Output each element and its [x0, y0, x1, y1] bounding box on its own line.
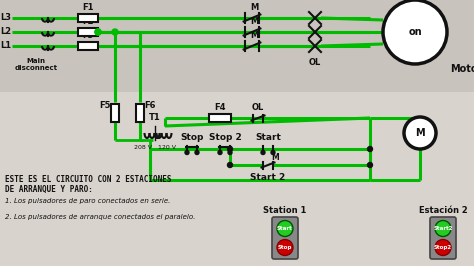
- Circle shape: [367, 163, 373, 168]
- Text: F3: F3: [82, 31, 94, 39]
- Bar: [209, 114, 231, 122]
- Bar: [111, 104, 119, 122]
- Circle shape: [435, 239, 451, 256]
- Text: M: M: [271, 152, 279, 161]
- Text: L3: L3: [0, 14, 11, 23]
- Text: Stop: Stop: [180, 132, 204, 142]
- Text: L2: L2: [0, 27, 11, 36]
- Text: Motor: Motor: [450, 64, 474, 74]
- FancyBboxPatch shape: [430, 217, 456, 259]
- Text: Main
disconnect: Main disconnect: [14, 58, 57, 71]
- Bar: [78, 28, 98, 36]
- Bar: [78, 42, 98, 50]
- Text: OL: OL: [309, 58, 321, 67]
- Text: Start 2: Start 2: [250, 172, 286, 181]
- Circle shape: [95, 29, 101, 35]
- Bar: [0, 92, 474, 266]
- Text: Stop 2: Stop 2: [209, 132, 241, 142]
- Text: Stop: Stop: [278, 245, 292, 250]
- Circle shape: [228, 163, 233, 168]
- Circle shape: [435, 221, 451, 236]
- Text: M: M: [415, 128, 425, 138]
- Text: on: on: [408, 27, 422, 37]
- Text: 208 V: 208 V: [134, 145, 152, 150]
- Text: Estación 2: Estación 2: [419, 206, 467, 215]
- Circle shape: [185, 151, 189, 155]
- Text: Start: Start: [277, 226, 293, 231]
- Text: M: M: [250, 2, 258, 11]
- Circle shape: [195, 151, 199, 155]
- Text: F4: F4: [214, 103, 226, 113]
- Bar: [78, 14, 98, 22]
- FancyBboxPatch shape: [272, 217, 298, 259]
- Circle shape: [277, 221, 293, 236]
- Text: M: M: [250, 31, 258, 39]
- Circle shape: [228, 151, 232, 155]
- Text: F5: F5: [99, 102, 111, 110]
- Circle shape: [112, 29, 118, 35]
- Text: Start: Start: [255, 132, 281, 142]
- Circle shape: [367, 147, 373, 152]
- Circle shape: [404, 117, 436, 149]
- Text: F2: F2: [82, 16, 94, 26]
- Text: Station 1: Station 1: [264, 206, 307, 215]
- Circle shape: [228, 147, 233, 152]
- Text: F6: F6: [144, 102, 156, 110]
- Text: F1: F1: [82, 2, 94, 11]
- Circle shape: [218, 151, 222, 155]
- Text: Stop2: Stop2: [434, 245, 452, 250]
- Text: 120 V: 120 V: [158, 145, 176, 150]
- Circle shape: [261, 151, 265, 155]
- Bar: [136, 104, 144, 122]
- Circle shape: [95, 29, 101, 35]
- Text: M: M: [250, 16, 258, 26]
- Text: Start2: Start2: [433, 226, 453, 231]
- Text: ESTE ES EL CIRCUITO CON 2 ESTACIONES
DE ARRANQUE Y PARO:: ESTE ES EL CIRCUITO CON 2 ESTACIONES DE …: [5, 175, 172, 194]
- Circle shape: [277, 239, 293, 256]
- Text: 2. Los pulsadores de arranque conectados el paralelo.: 2. Los pulsadores de arranque conectados…: [5, 214, 195, 220]
- Circle shape: [383, 0, 447, 64]
- Text: L1: L1: [0, 41, 11, 51]
- Text: OL: OL: [252, 103, 264, 113]
- Circle shape: [271, 151, 275, 155]
- Text: 1. Los pulsadores de paro conectados en serie.: 1. Los pulsadores de paro conectados en …: [5, 198, 170, 204]
- Text: T1: T1: [149, 113, 161, 122]
